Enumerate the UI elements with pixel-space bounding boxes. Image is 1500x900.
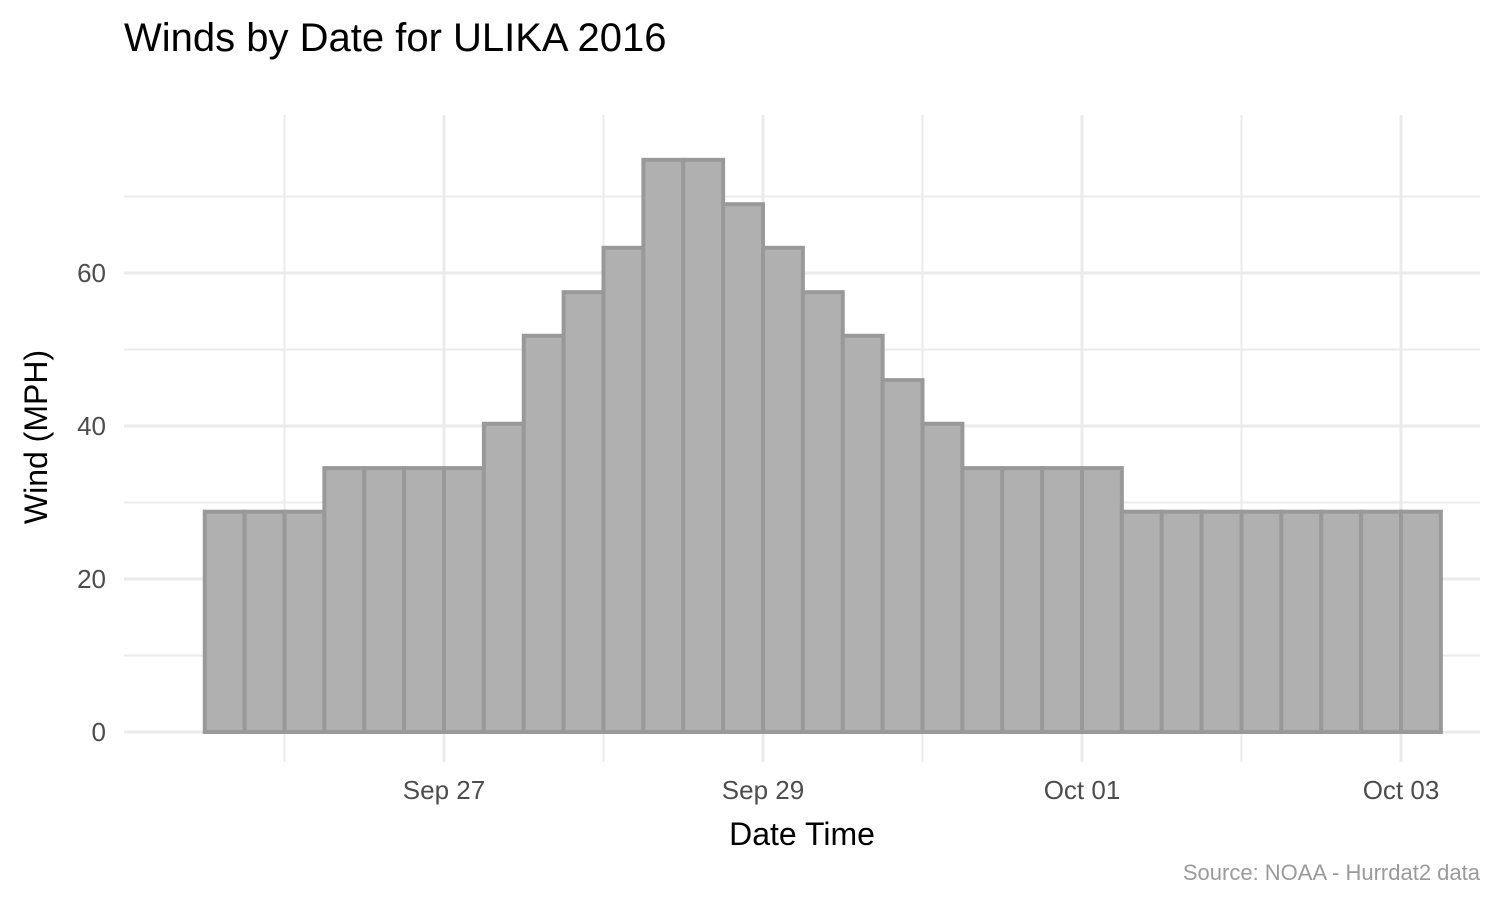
x-axis-ticks: Sep 27 Sep 29 Oct 01 Oct 03 [403,775,1440,805]
wind-bar [1000,466,1045,734]
y-axis-ticks: 0 20 40 60 [77,258,106,747]
wind-bar [521,333,566,734]
wind-bar [880,378,925,734]
y-tick-label: 0 [92,717,106,747]
wind-bar [840,333,885,734]
wind-bar [601,245,646,734]
y-tick-label: 40 [77,411,106,441]
wind-bar [362,466,407,734]
y-tick-label: 20 [77,564,106,594]
x-tick-label: Sep 27 [403,775,485,805]
wind-bar [721,202,765,734]
wind-bar [322,466,367,734]
x-tick-label: Oct 03 [1363,775,1440,805]
wind-bar [282,509,327,734]
wind-bar [1040,466,1084,734]
wind-bar [481,421,526,734]
x-tick-label: Sep 29 [722,775,804,805]
wind-bar [800,290,845,734]
wind-bar [1359,509,1403,734]
wind-bar [442,466,486,734]
wind-bar [1119,509,1164,734]
y-axis-label: Wind (MPH) [18,350,54,524]
wind-bar [960,466,1005,734]
wind-bar [1279,509,1324,734]
wind-bar [1319,509,1364,734]
wind-bar [242,509,287,734]
x-axis-label: Date Time [729,816,875,852]
bars [202,157,1443,735]
chart-title: Winds by Date for ULIKA 2016 [124,16,667,60]
wind-bar [920,421,965,734]
wind-bar [1239,509,1284,734]
y-tick-label: 60 [77,258,106,288]
wind-bar [1080,466,1124,734]
wind-bar [202,509,247,734]
source-caption: Source: NOAA - Hurrdat2 data [1183,860,1481,885]
wind-bar [761,245,805,734]
wind-bar [1399,509,1443,734]
wind-bar [402,466,446,734]
wind-bar [641,157,686,735]
wind-bar [1159,509,1204,734]
x-tick-label: Oct 01 [1044,775,1121,805]
wind-bar [1199,509,1244,734]
wind-bar [681,157,726,735]
wind-bar [561,290,606,734]
